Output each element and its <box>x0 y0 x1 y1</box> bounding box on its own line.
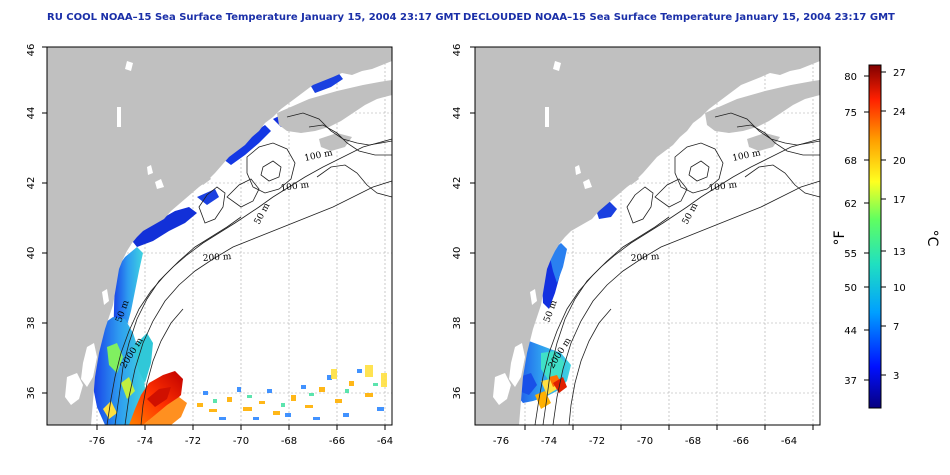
colorbar-c-label: 24 <box>893 107 906 118</box>
colorbar-f-label: 62 <box>844 199 857 210</box>
colorbar-unit-f: °F <box>832 230 848 245</box>
right-y-tick-labels: 36 38 40 42 44 46 <box>452 44 463 400</box>
left-x-tick: -66 <box>329 436 345 447</box>
right-map-frame <box>474 46 821 426</box>
right-x-tick-labels: -76 -74 -72 -70 -68 -66 -64 <box>493 436 797 447</box>
left-map-frame <box>46 46 393 426</box>
right-x-tick: -74 <box>541 436 557 447</box>
colorbar-c-label: 20 <box>893 156 906 167</box>
left-panel-title: RU COOL NOAA–15 Sea Surface Temperature … <box>47 12 461 23</box>
left-x-tick: -70 <box>233 436 249 447</box>
colorbar-c-label: 17 <box>893 195 906 206</box>
right-x-tick: -64 <box>781 436 797 447</box>
colorbar-c-tick-labels: 27 24 20 17 13 10 7 3 <box>893 68 906 382</box>
right-contour-label: 200 m <box>631 252 661 264</box>
left-y-tick: 46 <box>26 44 37 57</box>
colorbar-c-label: 13 <box>893 247 906 258</box>
left-y-axis <box>42 46 47 394</box>
colorbar-c-label: 10 <box>893 283 906 294</box>
colorbar-f-label: 68 <box>844 156 857 167</box>
left-x-tick: -64 <box>377 436 393 447</box>
colorbar-f-label: 37 <box>844 376 857 387</box>
right-x-tick: -72 <box>589 436 605 447</box>
right-y-tick: 42 <box>452 177 463 190</box>
right-y-tick: 46 <box>452 44 463 57</box>
left-map: 100 m 100 m 50 m 200 m 50 m 2000 m <box>46 46 393 426</box>
left-y-tick: 40 <box>26 247 37 260</box>
left-panel: RU COOL NOAA–15 Sea Surface Temperature … <box>26 12 461 447</box>
left-contour-label: 100 m <box>280 180 310 194</box>
left-y-tick: 44 <box>26 107 37 120</box>
left-y-tick-labels: 36 38 40 42 44 46 <box>26 44 37 400</box>
colorbar-f-label: 44 <box>844 326 857 337</box>
right-y-tick: 38 <box>452 317 463 330</box>
right-x-tick: -66 <box>733 436 749 447</box>
colorbar-c-ticks <box>881 71 886 376</box>
right-x-tick: -76 <box>493 436 509 447</box>
colorbar-c-label: 27 <box>893 68 906 79</box>
left-x-axis <box>96 425 386 430</box>
left-x-tick: -76 <box>89 436 105 447</box>
right-panel: DECLOUDED NOAA–15 Sea Surface Temperatur… <box>452 12 895 447</box>
right-y-tick: 44 <box>452 107 463 120</box>
colorbar-f-label: 75 <box>844 108 857 119</box>
colorbar: 80 75 68 62 55 50 44 37 °F 27 24 20 17 1… <box>832 64 940 409</box>
colorbar-gradient <box>868 64 882 409</box>
left-y-tick: 36 <box>26 387 37 400</box>
left-x-tick: -68 <box>281 436 297 447</box>
right-y-tick: 40 <box>452 247 463 260</box>
right-contour-label: 100 m <box>708 180 738 194</box>
right-y-tick: 36 <box>452 387 463 400</box>
left-y-tick: 42 <box>26 177 37 190</box>
left-sst-coverage <box>93 71 387 425</box>
right-panel-title: DECLOUDED NOAA–15 Sea Surface Temperatur… <box>463 12 895 23</box>
right-map: 100 m 100 m 50 m 200 m 50 m 2000 m <box>474 46 821 426</box>
right-x-axis <box>524 425 814 430</box>
right-x-tick: -68 <box>685 436 701 447</box>
left-x-tick-labels: -76 -74 -72 -70 -68 -66 -64 <box>89 436 393 447</box>
right-x-tick: -70 <box>637 436 653 447</box>
left-x-tick: -74 <box>137 436 153 447</box>
left-y-tick: 38 <box>26 317 37 330</box>
colorbar-f-ticks <box>864 75 869 381</box>
colorbar-c-label: 7 <box>893 322 899 333</box>
right-y-axis <box>470 46 475 394</box>
colorbar-unit-c: °C <box>924 230 940 247</box>
colorbar-c-label: 3 <box>893 371 899 382</box>
colorbar-f-label: 55 <box>844 249 857 260</box>
left-x-tick: -72 <box>185 436 201 447</box>
colorbar-f-label: 80 <box>844 72 857 83</box>
left-contour-label: 200 m <box>203 252 233 264</box>
colorbar-f-tick-labels: 80 75 68 62 55 50 44 37 <box>844 72 857 387</box>
colorbar-f-label: 50 <box>844 283 857 294</box>
